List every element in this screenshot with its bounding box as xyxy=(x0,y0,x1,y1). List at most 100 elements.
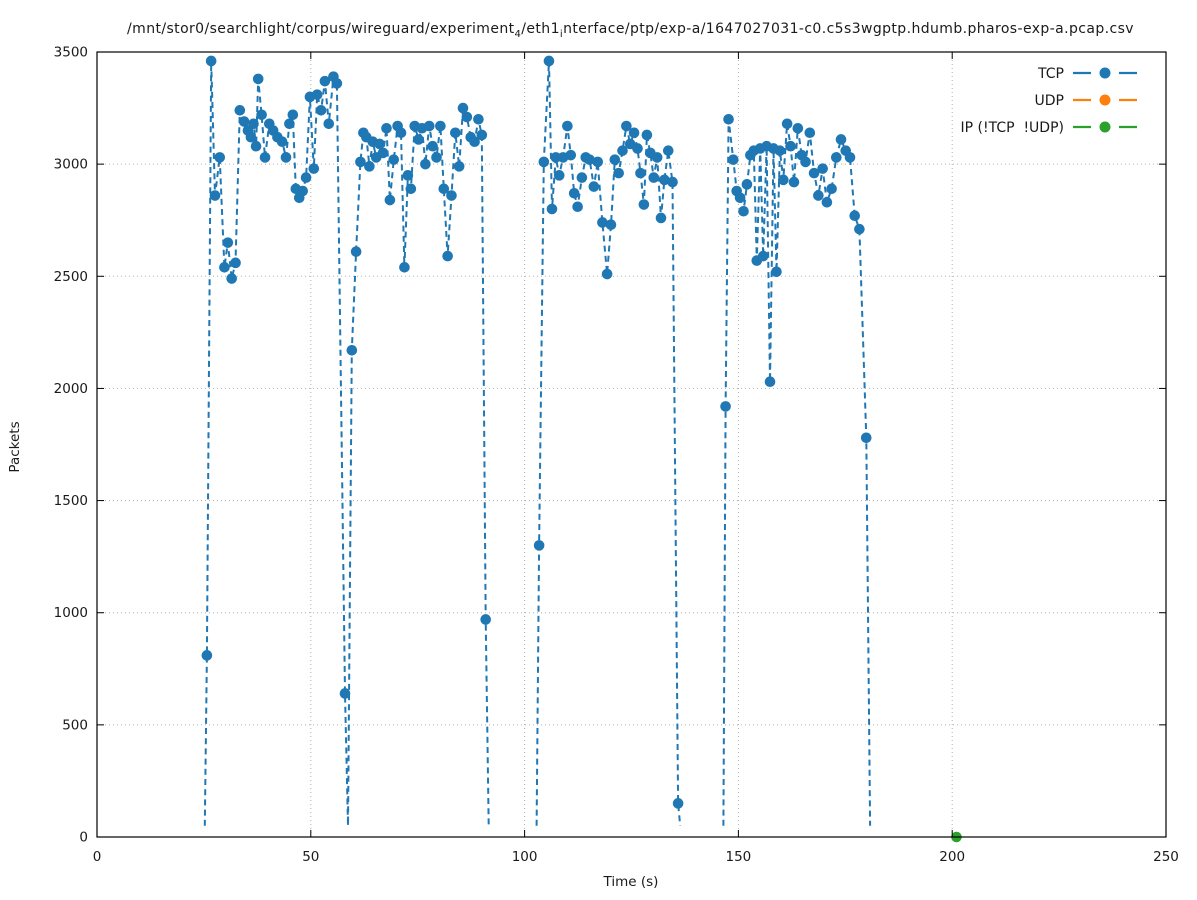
data-point-tcp xyxy=(538,156,550,168)
data-point-tcp xyxy=(597,217,608,228)
data-point-tcp xyxy=(821,196,833,208)
data-point-tcp xyxy=(201,650,213,661)
y-tick-label: 1500 xyxy=(54,493,88,509)
data-point-tcp xyxy=(259,152,271,163)
data-point-tcp xyxy=(672,798,684,809)
tick-labels: 0 50 100 150 200 2500500100015002000250030003… xyxy=(54,45,1179,866)
data-point-tcp xyxy=(621,120,632,132)
data-point-tcp xyxy=(250,140,262,152)
data-point-tcp xyxy=(238,116,250,127)
y-tick-label: 3000 xyxy=(54,157,88,173)
data-point-tcp xyxy=(648,172,660,183)
data-point-tcp xyxy=(788,176,800,188)
data-point-tcp xyxy=(219,262,230,273)
data-point-tcp xyxy=(651,152,663,163)
data-point-tcp xyxy=(480,614,491,625)
data-point-tcp xyxy=(632,143,643,154)
legend-label-ip: IP (!TCP !UDP) xyxy=(961,120,1065,136)
data-point-tcp xyxy=(804,127,816,139)
data-point-tcp xyxy=(308,163,320,174)
y-tick-label: 2500 xyxy=(54,269,88,285)
data-point-tcp xyxy=(435,120,446,132)
data-point-tcp xyxy=(792,122,804,134)
data-point-tcp xyxy=(800,156,811,168)
data-point-tcp xyxy=(399,262,410,273)
data-point-tcp xyxy=(720,401,731,412)
data-point-tcp xyxy=(543,55,555,67)
data-point-tcp xyxy=(546,203,558,215)
data-point-tcp xyxy=(331,78,343,89)
data-point-tcp xyxy=(817,163,828,174)
data-point-tcp xyxy=(835,134,847,145)
legend-label-udp: UDP xyxy=(1035,93,1064,109)
axes-frame xyxy=(96,51,1167,838)
legend-label-tcp: TCP xyxy=(1037,66,1064,82)
y-tick-label: 3500 xyxy=(54,45,88,61)
data-point-tcp xyxy=(287,109,299,121)
data-point-tcp xyxy=(248,118,259,130)
data-point-tcp xyxy=(473,113,484,125)
data-point-tcp xyxy=(384,194,396,206)
data-point-tcp xyxy=(550,152,562,163)
data-point-tcp xyxy=(431,152,442,163)
chart-title-subscript: 4 xyxy=(514,28,522,40)
data-point-tcp xyxy=(568,188,580,199)
data-point-tcp xyxy=(245,131,257,143)
data-point-tcp xyxy=(420,158,431,170)
chart-title-subscript: i xyxy=(559,28,564,40)
data-point-tcp xyxy=(438,183,450,195)
data-point-tcp xyxy=(771,266,782,278)
data-point-tcp xyxy=(777,174,789,186)
data-point-tcp xyxy=(339,688,351,699)
x-tick-label: 50 xyxy=(302,849,319,865)
data-point-tcp xyxy=(860,432,872,444)
data-point-tcp xyxy=(256,109,267,121)
data-point-tcp xyxy=(423,120,435,132)
data-point-tcp xyxy=(849,210,861,222)
data-point-tcp xyxy=(667,176,678,188)
data-point-tcp xyxy=(381,122,392,134)
data-point-tcp xyxy=(461,111,473,123)
data-point-tcp xyxy=(605,219,617,230)
data-point-tcp xyxy=(831,152,842,163)
data-point-tcp xyxy=(727,154,739,165)
data-point-tcp xyxy=(280,152,292,163)
y-tick-label: 0 xyxy=(79,830,88,846)
data-point-tcp xyxy=(601,268,613,280)
data-point-tcp xyxy=(276,136,288,148)
data-point-tcp xyxy=(533,540,545,551)
y-tick-label: 500 xyxy=(62,717,88,733)
data-point-tcp xyxy=(584,154,595,165)
y-tick-label: 2000 xyxy=(54,381,88,397)
x-axis-title: Time (s) xyxy=(603,874,659,890)
data-point-tcp xyxy=(641,129,653,141)
data-point-tcp xyxy=(355,156,366,168)
data-point-tcp xyxy=(741,179,753,190)
x-tick-label: 200 xyxy=(939,849,965,865)
data-point-tcp xyxy=(734,192,746,204)
data-point-tcp xyxy=(315,105,327,116)
data-point-tcp xyxy=(592,156,604,168)
data-point-tcp xyxy=(388,154,400,165)
gridlines xyxy=(97,52,1166,837)
plot-frame xyxy=(96,51,1167,838)
data-point-tcp xyxy=(613,167,624,179)
data-point-tcp xyxy=(300,172,312,183)
x-tick-label: 250 xyxy=(1153,849,1179,865)
legend-sample-marker xyxy=(1099,67,1111,79)
data-point-tcp xyxy=(562,120,573,132)
data-point-tcp xyxy=(413,134,424,145)
data-point-tcp xyxy=(628,127,640,139)
data-point-tcp xyxy=(450,127,461,139)
data-point-tcp xyxy=(427,140,438,152)
data-point-tcp xyxy=(826,183,837,195)
data-point-tcp xyxy=(405,183,417,195)
data-point-tcp xyxy=(844,152,856,163)
x-tick-label: 100 xyxy=(512,849,538,865)
data-point-tcp xyxy=(252,73,264,85)
chart-title-segment: /eth1 xyxy=(521,21,560,37)
data-point-tcp xyxy=(764,376,776,388)
data-point-tcp xyxy=(572,201,583,213)
chart-title-segment: /mnt/stor0/searchlight/corpus/wireguard/… xyxy=(127,21,515,37)
